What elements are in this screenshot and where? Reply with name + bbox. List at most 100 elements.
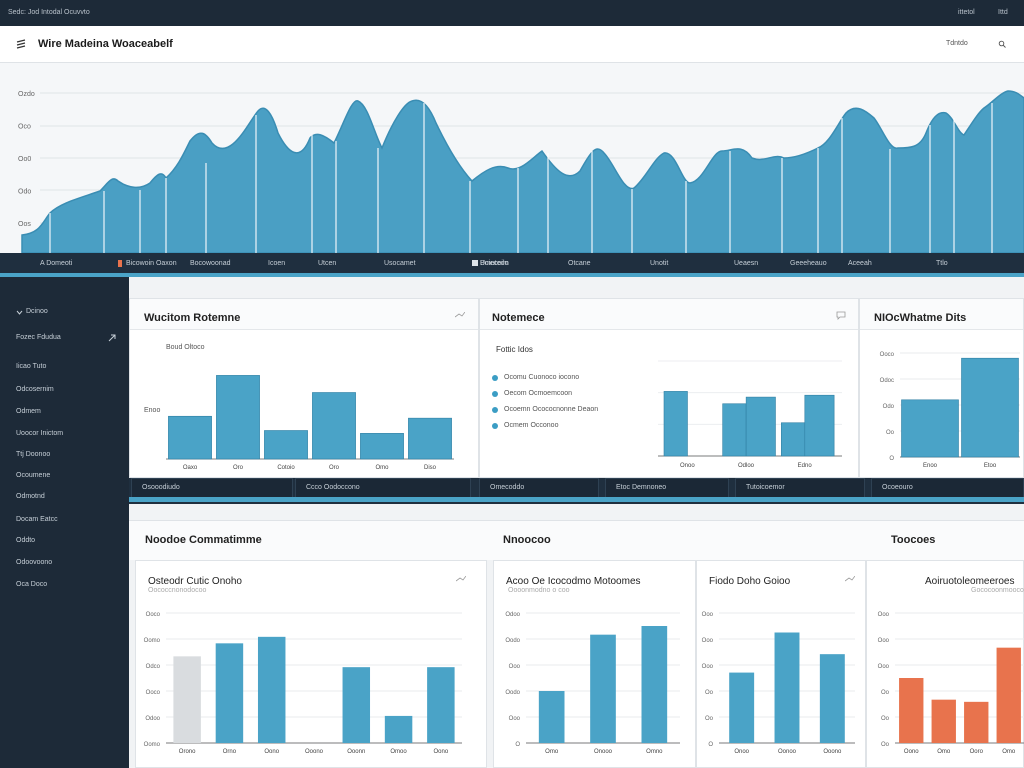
x-tick-label: Omno [646,749,663,755]
sidebar-item[interactable]: Oca Doco [16,581,48,588]
sidebar-item[interactable]: Ttj Doonoo [16,451,51,458]
x-tick-label: Oaxo [183,465,198,471]
panel-notices: Notemece Fottic Idos Onoo Odloo Edno Ocomu… [479,298,859,478]
bar [427,667,455,743]
chevron-down-icon[interactable] [16,309,23,316]
sidebar-item[interactable]: Odoovoono [16,559,53,566]
action-button[interactable]: Ccco Oodoccono [295,478,471,498]
sidebar-item[interactable]: Fozec Fdudua [16,334,61,341]
sidebar-item[interactable]: Iicao Tuto [16,363,47,370]
panel-bar-chart-3: Fiodo Doho Goioo Ooo Ooo Ooo Oo Oo O Onoo Oonoo… [696,560,866,768]
panel-title: NIOcWhatme Dits [874,312,967,324]
x-tick-label: Oono [434,749,449,755]
x-tick-label: Omoo [390,749,407,755]
y-tick-label: Oomo [144,638,161,644]
sidebar-item[interactable]: Docam Eatcc [16,516,58,523]
area-chart: Ozdo Oco Oo0 Odo Oos [18,90,1024,253]
x-tick-label: Odloo [738,463,755,469]
y-tick-label: Ooco [880,352,895,358]
action-button[interactable]: Tutoicoemor [735,478,865,498]
notice-item[interactable]: Ocomu Cuonoco iocono [504,374,580,381]
action-button[interactable]: Ocoeouro [871,478,1024,498]
x-tick-label: Omo [375,465,389,471]
legend-item[interactable]: Icoen [268,260,286,267]
sidebar-item[interactable]: Odmotnd [16,493,45,500]
legend-item[interactable]: Aceeah [848,260,872,267]
bar-chart: Ooo Ooo Ooo Oo Oo Oo Oono Omo Ooro Omo [878,612,1024,755]
y-tick-label: Odoo [145,716,160,722]
section-header: Noodoe Commatimme Nnoocoo Toocoes [129,520,1024,560]
bar [774,632,800,743]
y-tick-label: Ooo [509,664,521,670]
accent-divider [129,497,1024,502]
sidebar-item[interactable]: Dcinoo [26,308,48,315]
y-tick-label: Ooo [702,664,714,670]
sparkline-icon[interactable] [455,312,465,318]
sidebar-item[interactable]: Odmem [16,408,41,415]
panel-title: Notemece [492,312,545,324]
x-tick-label: Onooo [594,749,613,755]
notice-item[interactable]: Ocoemn Ocococnonne Deaon [504,406,599,413]
y-tick-label: Oo [705,716,714,722]
legend-item[interactable]: Bicowoin Oaxon [126,260,177,267]
legend-item[interactable]: Ueaesn [734,260,759,267]
bar [901,399,959,458]
legend-item[interactable]: Utcen [318,260,337,267]
panel-title: Osteodr Cutic Onoho [148,576,242,587]
y-tick-label: Ooo [878,664,890,670]
topbar-link-2[interactable]: Ittd [998,9,1008,16]
arrow-icon[interactable] [108,334,116,342]
sidebar-item[interactable]: Uoocor Inictom [16,430,64,437]
y-tick-label: Oodo [505,638,520,644]
legend-item[interactable]: Unotit [650,260,669,267]
notice-item[interactable]: Oecom Ocmoemcoon [504,390,573,397]
search-label[interactable]: Tdntdo [946,40,968,47]
x-tick-label: Diso [424,465,437,471]
page-title: Wire Madeina Woaceabelf [38,38,173,50]
panel-caption: Oococcnonodocoo [148,587,207,594]
action-button[interactable]: Etoc Demnoneo [605,478,729,498]
section-title: Nnoocoo [503,534,551,546]
y-tick-label: Oo [881,716,890,722]
sparkline-icon[interactable] [845,576,855,582]
x-tick-label: Onoo [680,463,695,469]
menu-icon[interactable] [16,39,26,49]
bar [342,667,371,743]
bar [312,392,356,460]
sidebar-item[interactable]: Oddto [16,537,36,544]
bar [899,678,924,743]
bar [215,643,244,743]
bar [360,433,404,460]
notice-item[interactable]: Ocmem Occonoo [504,422,559,429]
x-tick-label: Ooono [823,749,842,755]
legend-item[interactable]: Umutedo [480,260,509,267]
bar [663,391,688,457]
search-icon[interactable] [998,40,1006,48]
y-tick-label: Oos [18,221,31,228]
chart-subtitle: Fottic Idos [496,345,533,354]
legend-item[interactable]: Ttlo [936,260,948,267]
x-tick-label: Etoo [984,463,997,469]
bar [384,715,413,743]
breadcrumb[interactable]: Sedc: Jod Intodal Ocuvvto [8,9,90,16]
y-tick-label: O [708,742,713,748]
legend-item[interactable]: Bocowoonad [190,260,231,267]
legend-item[interactable]: Usocamet [384,260,416,267]
action-button[interactable]: Omecoddo [479,478,599,498]
legend-item[interactable]: Geeeheauo [790,260,827,267]
chat-icon[interactable] [836,310,846,320]
legend-item[interactable]: A Domeoti [40,260,73,267]
y-tick-label: Ooo [702,638,714,644]
bar [257,636,286,743]
action-button[interactable]: Osooodiudo [131,478,293,498]
panel-title: Acoo Oe Icocodmo Motoomes [506,576,641,587]
panel-header: Notemece [480,299,858,330]
sidebar-item[interactable]: Ocoumene [16,472,51,479]
legend-item[interactable]: Boiecoim [480,260,509,267]
legend-item[interactable]: Otcane [568,260,591,267]
y-tick-label: Oo [881,742,890,748]
topbar-link-1[interactable]: ittetol [958,9,975,16]
bar [745,396,776,457]
sidebar-item[interactable]: Odcosernim [16,386,54,393]
sparkline-icon[interactable] [456,576,466,582]
